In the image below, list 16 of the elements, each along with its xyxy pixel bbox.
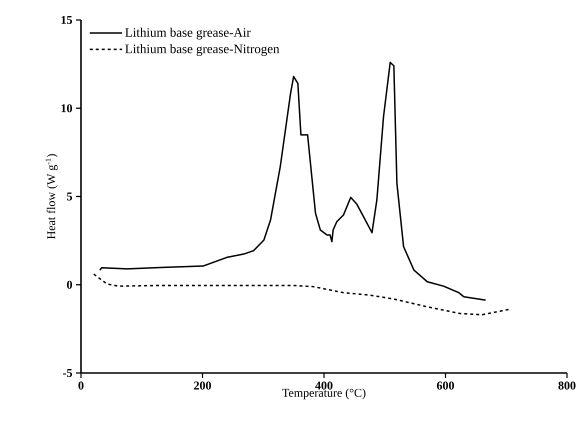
line-series — [99, 62, 486, 301]
legend-label: Lithium base grease-Nitrogen — [125, 44, 280, 56]
y-tick-label: 15 — [61, 16, 72, 24]
y-tick-label: 5 — [67, 192, 72, 200]
x-tick-label: 600 — [436, 382, 454, 390]
x-tick-label: 0 — [78, 382, 84, 390]
x-axis-title: Temperature (°C) — [282, 388, 366, 400]
x-tick-label: 200 — [194, 382, 212, 390]
legend-label: Lithium base grease-Air — [125, 28, 251, 40]
y-tick-label: 0 — [66, 280, 72, 289]
x-tick-label: 400 — [315, 382, 333, 390]
y-tick-label: 10 — [61, 104, 72, 112]
y-axis-title: Heat flow (W g$^{-1}$) — [46, 154, 58, 240]
y-tick-label: -5 — [62, 369, 72, 377]
x-tick-label: 800 — [558, 382, 576, 390]
line-series — [93, 273, 510, 316]
